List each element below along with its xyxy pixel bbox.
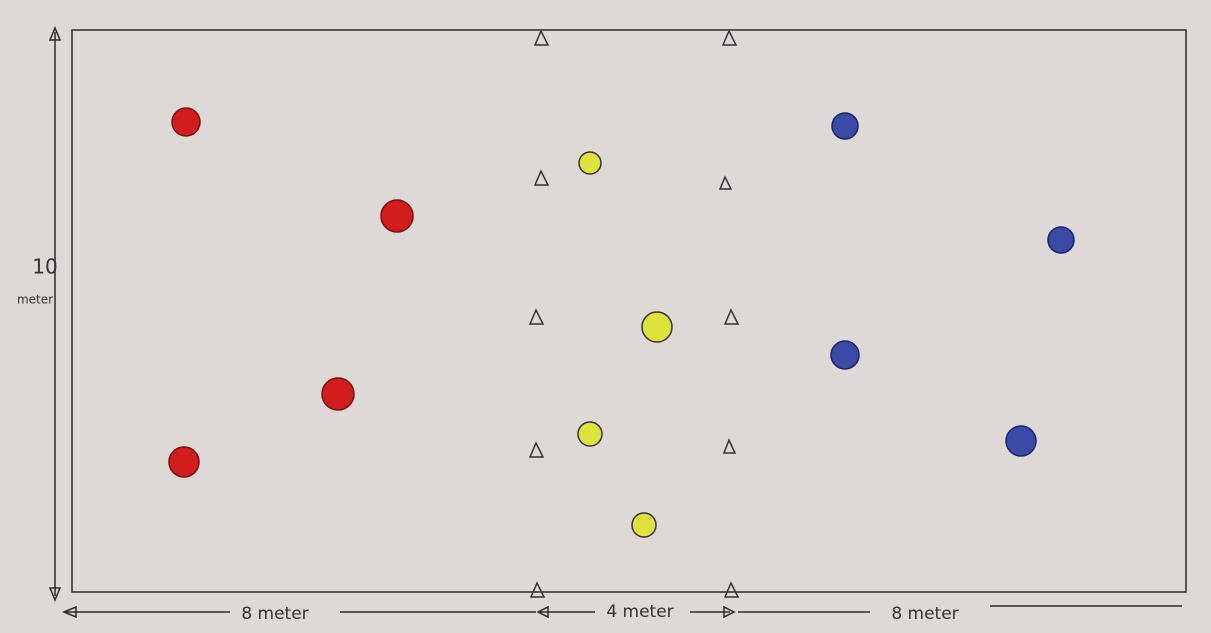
width-label-middle: 4 meter [606,602,673,622]
width-label-left: 8 meter [241,604,308,624]
paper [0,0,1211,633]
width-label-right: 8 meter [891,604,958,624]
height-value: 10 [32,255,57,279]
page: 10 meter 8 meter 4 meter 8 meter [0,0,1211,633]
height-unit: meter [17,293,53,307]
diagram: 10 meter 8 meter 4 meter 8 meter [0,0,1211,633]
